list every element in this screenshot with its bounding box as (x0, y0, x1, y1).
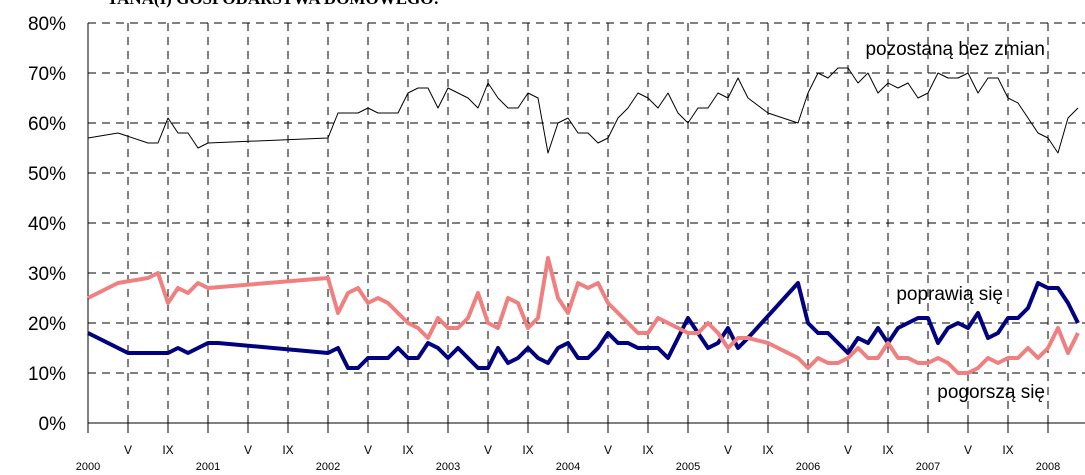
x-tick-label: V (844, 443, 852, 457)
x-tick-label: IX (1002, 443, 1013, 457)
x-tick-label: V (484, 443, 492, 457)
series-line (87, 256, 1080, 375)
series-line (87, 67, 1079, 154)
y-tick-label: 0% (39, 414, 67, 435)
y-tick-label: 60% (28, 114, 66, 135)
series-label: pogorszą się (937, 382, 1045, 403)
x-tick-label: 2007 (916, 461, 940, 473)
x-tick-label: IX (402, 443, 413, 457)
chart-title: TANA(I) GOSPODARSTWA DOMOWEGO: (107, 0, 439, 8)
series-label: poprawią się (896, 284, 1003, 305)
x-tick-label: V (364, 443, 372, 457)
x-tick-label: 2002 (316, 461, 340, 473)
x-tick-label: IX (162, 443, 173, 457)
x-tick-label: IX (882, 443, 893, 457)
x-tick-label: 2006 (796, 461, 820, 473)
series-line (87, 281, 1080, 370)
x-tick-label: IX (522, 443, 533, 457)
x-tick-label: 2000 (76, 461, 100, 473)
x-tick-label: V (964, 443, 972, 457)
x-tick-label: 2004 (556, 461, 580, 473)
x-tick-label: V (124, 443, 132, 457)
x-tick-label: V (604, 443, 612, 457)
y-tick-label: 40% (28, 214, 66, 235)
x-tick-label: V (244, 443, 252, 457)
x-tick-label: 2001 (196, 461, 220, 473)
x-tick-label: 2003 (436, 461, 460, 473)
y-tick-label: 80% (28, 14, 66, 35)
x-tick-label: IX (762, 443, 773, 457)
x-tick-label: 2008 (1036, 461, 1060, 473)
y-tick-label: 20% (28, 314, 66, 335)
x-tick-label: IX (282, 443, 293, 457)
x-tick-label: IX (642, 443, 653, 457)
x-tick-label: 2005 (676, 461, 700, 473)
series-label: pozostaną bez zmian (865, 39, 1045, 60)
y-tick-label: 10% (28, 364, 66, 385)
y-tick-label: 50% (28, 164, 66, 185)
y-tick-label: 70% (28, 64, 66, 85)
x-tick-label: V (724, 443, 732, 457)
y-tick-label: 30% (28, 264, 66, 285)
